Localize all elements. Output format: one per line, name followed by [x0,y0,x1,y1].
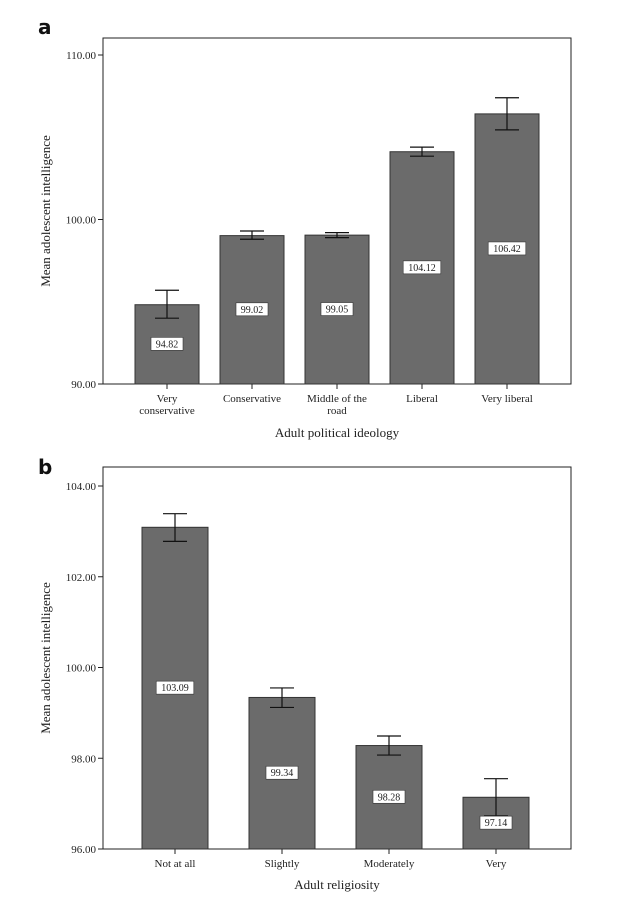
panel-b-x-axis-title: Adult religiosity [294,877,380,892]
a-value-label-box [487,241,527,256]
a-category-label: Very [157,393,178,405]
a-value-label: 104.12 [408,263,436,274]
b-y-tick-label: 104.00 [66,481,97,493]
b-value-label: 99.34 [271,768,294,779]
a-value-label: 106.42 [493,244,521,255]
panel-a-bars: 94.82 99.02 99.05 104.12 106.42 [134,97,540,385]
a-category-label: Middle of the [307,393,367,405]
b-y-tick-label: 98.00 [71,753,96,765]
a-category-label: Very liberal [481,393,533,405]
a-y-tick-label: 110.00 [66,50,96,62]
panel-b-plot-frame [102,466,572,850]
panel-a-y-axis: 90.00 100.00 110.00 [66,50,103,391]
a-value-label: 99.05 [326,305,349,316]
panel-a-chart: a 90.00 100.00 110.00 94.82 99.02 99.05 104.1… [38,15,572,440]
panel-b-x-axis: Not at all Slightly Moderately Very [155,849,507,870]
a-value-label-box [235,302,269,317]
b-value-label: 103.09 [161,683,189,694]
b-category-label: Not at all [155,858,196,870]
a-value-label-box [402,260,442,275]
b-value-label-box [265,765,299,780]
b-y-tick-label: 96.00 [71,844,96,856]
a-y-tick-label: 100.00 [66,215,97,227]
b-value-label-box [155,680,195,695]
b-y-tick-label: 100.00 [66,663,97,675]
b-category-label: Very [486,858,507,870]
a-value-label: 94.82 [156,339,179,350]
panel-b-chart: b 96.00 98.00 100.00 102.00 104.00 103.09 99.… [38,455,572,892]
panel-a-letter: a [38,15,52,39]
a-value-label: 99.02 [241,305,264,316]
panel-b-letter: b [38,455,52,479]
a-y-tick-label: 90.00 [71,379,96,391]
b-category-label: Slightly [265,858,300,870]
b-category-label: Moderately [364,858,415,870]
a-value-label-box [320,302,354,316]
panel-b-y-axis-title: Mean adolescent intelligence [38,582,53,734]
a-category-label: conservative [139,405,195,417]
panel-a-x-axis-title: Adult political ideology [275,425,400,440]
a-value-label-box [150,337,184,351]
b-value-label: 97.14 [485,818,508,829]
b-value-label-box [372,789,406,804]
panel-a-y-axis-title: Mean adolescent intelligence [38,135,53,287]
panel-b-bars: 103.09 99.34 98.28 97.14 [141,513,530,850]
a-category-label: road [327,405,347,417]
b-value-label: 98.28 [378,792,401,803]
panel-b-y-axis: 96.00 98.00 100.00 102.00 104.00 [66,481,103,856]
a-category-label: Conservative [223,393,281,405]
a-category-label: Liberal [406,393,438,405]
b-value-label-box [479,815,513,830]
b-y-tick-label: 102.00 [66,572,97,584]
